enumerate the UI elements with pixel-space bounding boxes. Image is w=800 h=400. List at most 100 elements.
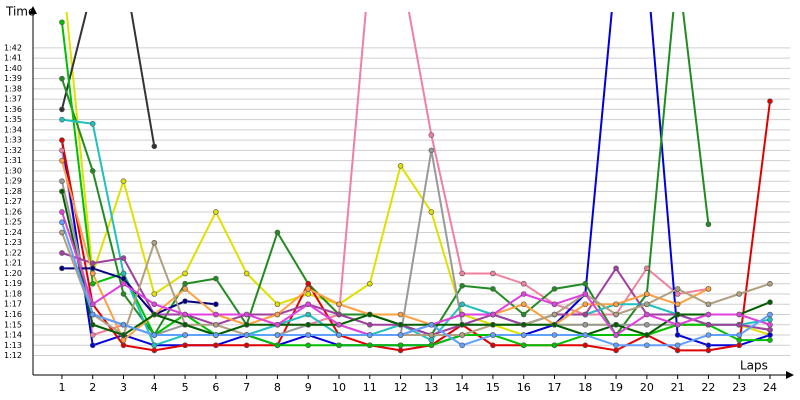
lap-marker: [490, 342, 496, 349]
lap-marker: [89, 342, 96, 349]
lap-marker: [336, 301, 342, 308]
lap-marker: [767, 299, 773, 305]
lap-marker: [397, 332, 404, 338]
lap-marker: [120, 270, 127, 277]
lap-marker: [59, 19, 65, 26]
y-tick-label: 1:19: [4, 279, 22, 288]
lap-marker: [736, 311, 743, 318]
lap-marker: [59, 147, 65, 154]
x-tick-label: 14: [455, 381, 469, 394]
y-tick-label: 1:21: [4, 259, 22, 268]
x-axis-arrow: [786, 371, 794, 379]
x-tick-label: 4: [151, 381, 158, 394]
lap-marker: [674, 321, 681, 328]
lap-marker: [336, 321, 342, 328]
lap-marker: [428, 337, 435, 343]
lap-marker: [644, 342, 650, 349]
x-tick-label: 20: [640, 381, 654, 394]
lap-marker: [520, 332, 527, 338]
lap-marker: [59, 106, 65, 113]
lap-marker: [705, 321, 712, 328]
lap-marker: [89, 265, 96, 272]
x-tick-label: 3: [120, 381, 127, 394]
series-line: [60, 22, 770, 347]
lap-marker: [490, 311, 496, 318]
lap-marker: [551, 286, 558, 292]
lap-marker: [274, 321, 281, 328]
lap-marker: [274, 301, 281, 308]
y-tick-label: 1:42: [4, 43, 22, 52]
plot-area: [59, 12, 773, 354]
lap-marker: [366, 332, 373, 338]
lap-marker: [182, 342, 188, 349]
series-line: [60, 221, 771, 347]
lap-marker: [582, 291, 589, 297]
lap-marker: [551, 342, 558, 349]
lap-marker: [305, 311, 312, 318]
lap-marker: [428, 147, 435, 154]
lap-marker: [89, 120, 96, 127]
lap-marker: [305, 301, 312, 308]
lap-marker: [674, 311, 681, 318]
y-tick-label: 1:26: [4, 207, 22, 216]
lap-marker: [736, 332, 743, 338]
lap-marker: [182, 321, 188, 328]
lap-marker: [520, 321, 527, 328]
lap-marker: [305, 291, 312, 297]
lap-marker: [428, 321, 435, 328]
lap-marker: [459, 270, 465, 277]
lap-marker: [551, 301, 558, 308]
lap-marker: [428, 342, 435, 349]
lap-marker: [213, 321, 219, 328]
lap-marker: [736, 342, 743, 349]
lap-marker: [120, 280, 127, 287]
x-tick-label: 19: [609, 381, 623, 394]
lap-marker: [151, 291, 158, 297]
y-axis-title: Time: [5, 5, 35, 19]
lap-marker: [459, 301, 465, 308]
lap-marker: [582, 311, 589, 318]
x-tick-label: 23: [732, 381, 746, 394]
lap-marker: [59, 265, 65, 272]
lap-marker: [89, 280, 96, 287]
series-line: [61, 267, 216, 316]
lap-marker: [59, 75, 65, 82]
lap-marker: [736, 291, 743, 297]
lap-marker: [336, 332, 342, 338]
lap-marker: [490, 321, 496, 328]
lap-marker: [613, 301, 619, 308]
lap-marker: [644, 265, 650, 272]
lap-marker: [767, 98, 773, 105]
lap-marker: [705, 286, 712, 292]
lap-marker: [89, 311, 96, 318]
series-line: [60, 150, 771, 337]
y-tick-label: 1:16: [4, 310, 22, 319]
lap-marker: [397, 347, 404, 354]
lap-marker: [243, 342, 250, 349]
lap-marker: [89, 260, 96, 267]
x-tick-label: 9: [305, 381, 312, 394]
y-tick-label: 1:39: [4, 74, 22, 83]
lap-marker: [551, 332, 558, 338]
lap-marker: [243, 270, 250, 277]
lap-marker: [120, 321, 127, 328]
lap-marker: [120, 332, 127, 338]
lap-marker: [213, 332, 219, 338]
lap-marker: [551, 321, 558, 328]
lap-marker: [613, 347, 619, 354]
lap-marker: [459, 311, 465, 318]
lap-marker: [151, 342, 158, 349]
lap-marker: [767, 280, 773, 287]
y-tick-label: 1:31: [4, 156, 22, 165]
x-tick-label: 2: [89, 381, 96, 394]
y-tick-label: 1:20: [4, 269, 22, 278]
lap-marker: [182, 270, 188, 277]
lap-marker: [182, 311, 188, 318]
lap-marker: [397, 311, 404, 318]
lap-marker: [767, 327, 773, 333]
y-tick-label: 1:35: [4, 115, 22, 124]
y-tick-label: 1:24: [4, 228, 22, 237]
lap-marker: [674, 301, 681, 308]
x-tick-label: 17: [547, 381, 561, 394]
